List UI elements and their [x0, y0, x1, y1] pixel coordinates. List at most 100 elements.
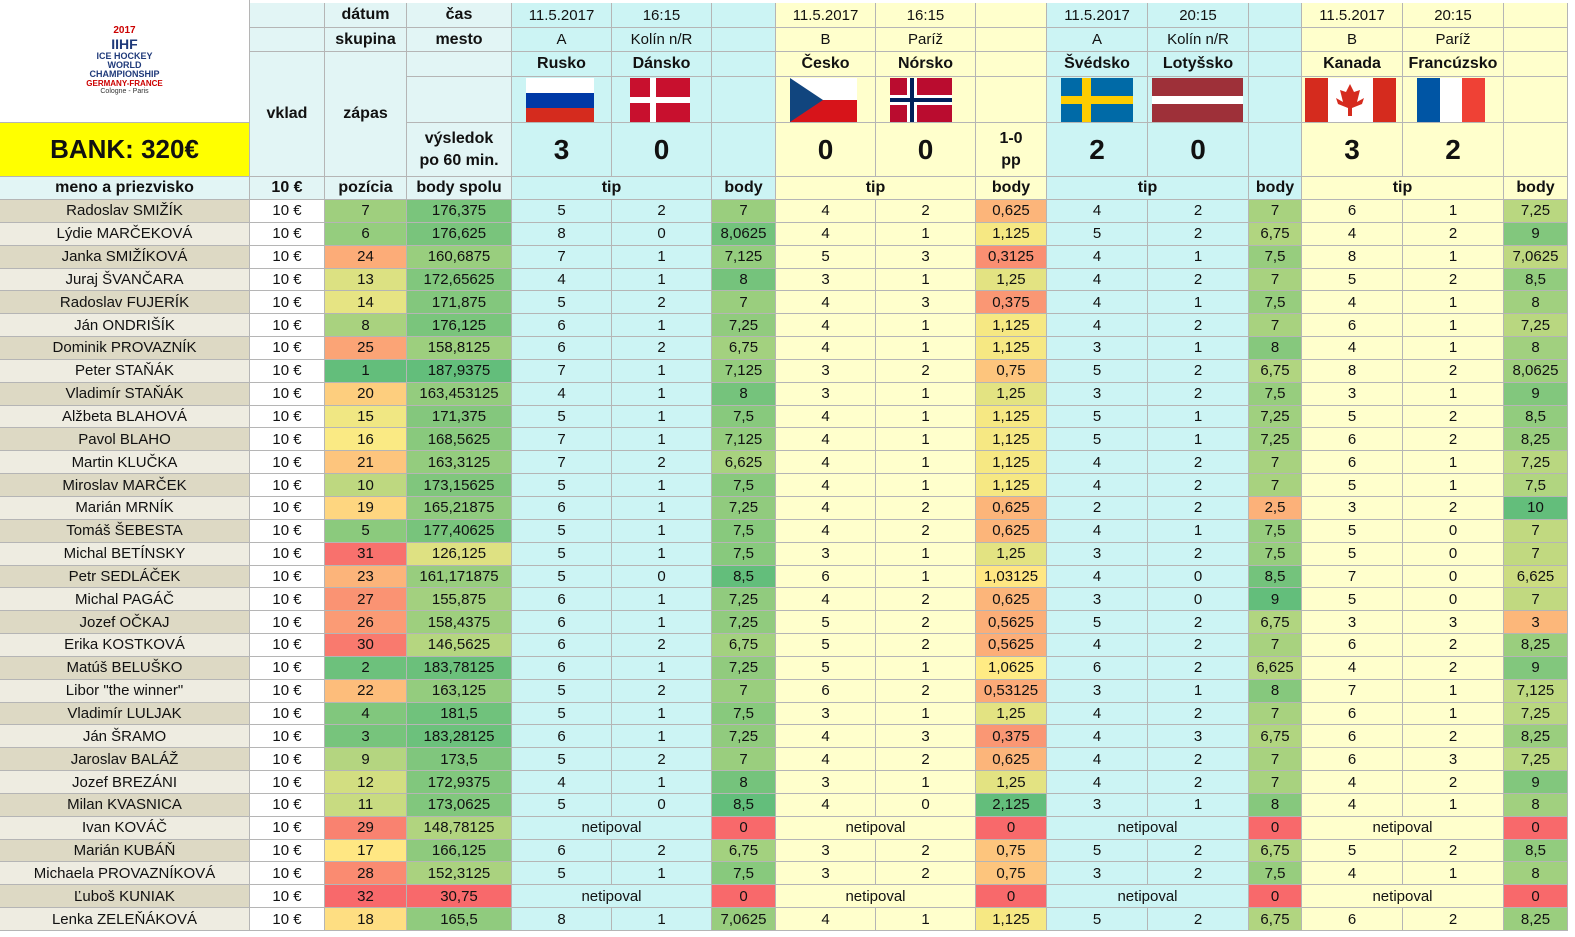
tip: 3	[776, 771, 876, 794]
points: 8,25	[1504, 725, 1568, 749]
points: 1,25	[976, 542, 1047, 566]
header-city: mesto	[407, 28, 512, 52]
player-name: Pavol BLAHO	[0, 428, 250, 452]
tip: 3	[1403, 748, 1504, 772]
player-name: Jaroslav BALÁŽ	[0, 748, 250, 772]
tip: 4	[1047, 245, 1148, 269]
total-points: 163,453125	[407, 382, 512, 406]
tip: 2	[612, 634, 712, 657]
position: 2	[325, 656, 407, 680]
score-note	[712, 123, 776, 177]
points: 7,5	[712, 474, 776, 497]
position: 14	[325, 291, 407, 315]
points: 2,125	[976, 793, 1047, 817]
points: 9	[1504, 656, 1568, 680]
tip: 1	[612, 656, 712, 680]
tip: 4	[1047, 565, 1148, 589]
tip: 2	[1148, 496, 1249, 520]
tip: 5	[1302, 519, 1403, 543]
tip: 2	[1148, 359, 1249, 383]
header-cell	[1249, 3, 1302, 28]
points: 7,25	[712, 314, 776, 338]
points: 7,5	[1249, 542, 1302, 566]
tip: 3	[776, 702, 876, 726]
total-points: 176,375	[407, 200, 512, 223]
match-group: B	[1302, 28, 1403, 52]
points: 8	[1249, 679, 1302, 703]
tip: 4	[1047, 474, 1148, 497]
tip: 4	[512, 268, 612, 292]
tip: 0	[1403, 542, 1504, 566]
tip: 1	[1403, 200, 1504, 223]
tip: 3	[776, 542, 876, 566]
tip: 2	[1148, 656, 1249, 680]
tip: 5	[1047, 222, 1148, 246]
tip: 5	[1047, 839, 1148, 863]
tip: 1	[1148, 405, 1249, 429]
points: 6,75	[712, 839, 776, 863]
tip: 4	[1047, 634, 1148, 657]
match-group: B	[776, 28, 876, 52]
position: 16	[325, 428, 407, 452]
tip: 3	[1047, 588, 1148, 612]
tip: 2	[1148, 222, 1249, 246]
team-name: Francúzsko	[1403, 52, 1504, 77]
tip: 1	[876, 428, 976, 452]
header-tip: tip	[512, 177, 712, 200]
match-date: 11.5.2017	[512, 3, 612, 28]
points: 6,75	[1249, 839, 1302, 863]
points: 7,5	[712, 519, 776, 543]
points: 0	[1249, 816, 1302, 840]
match-city: Kolín n/R	[1148, 28, 1249, 52]
no-tip: netipoval	[512, 885, 712, 909]
points: 1,125	[976, 428, 1047, 452]
tip: 6	[776, 565, 876, 589]
tip: 5	[1047, 359, 1148, 383]
tip: 5	[512, 291, 612, 315]
tip: 5	[1302, 405, 1403, 429]
logo-text: ICE HOCKEY	[96, 50, 153, 61]
points: 8,5	[1504, 405, 1568, 429]
stake: 10 €	[250, 428, 325, 452]
tip: 5	[1302, 542, 1403, 566]
tip: 1	[876, 565, 976, 589]
player-name: Radoslav FUJERÍK	[0, 291, 250, 315]
tip: 3	[1047, 542, 1148, 566]
points: 7	[1504, 519, 1568, 543]
flag-cell	[876, 77, 976, 123]
points: 0,75	[976, 862, 1047, 886]
tip: 2	[876, 496, 976, 520]
tip: 1	[876, 542, 976, 566]
tip: 5	[512, 702, 612, 726]
points: 7	[712, 291, 776, 315]
points: 6,75	[712, 337, 776, 360]
team-name: Česko	[776, 52, 876, 77]
tip: 2	[876, 588, 976, 612]
total-points: 171,875	[407, 291, 512, 315]
tip: 4	[776, 588, 876, 612]
points: 1,125	[976, 451, 1047, 475]
flag-cell	[1148, 77, 1249, 123]
tip: 6	[512, 588, 612, 612]
position: 11	[325, 793, 407, 817]
points: 7,25	[712, 656, 776, 680]
tip: 2	[1403, 268, 1504, 292]
header-cell	[976, 52, 1047, 77]
score: 0	[876, 123, 976, 177]
header-cell	[976, 77, 1047, 123]
player-name: Marián MRNÍK	[0, 496, 250, 520]
tip: 2	[876, 519, 976, 543]
tip: 2	[1148, 314, 1249, 338]
total-points: 161,171875	[407, 565, 512, 589]
points: 0,625	[976, 748, 1047, 772]
score: 0	[612, 123, 712, 177]
stake: 10 €	[250, 634, 325, 657]
tip: 8	[1302, 359, 1403, 383]
points: 0,75	[976, 839, 1047, 863]
tip: 4	[1302, 793, 1403, 817]
header-result-line: výsledok	[424, 129, 494, 147]
tip: 2	[876, 634, 976, 657]
tip: 5	[512, 565, 612, 589]
points: 8	[1504, 862, 1568, 886]
tip: 6	[1302, 451, 1403, 475]
